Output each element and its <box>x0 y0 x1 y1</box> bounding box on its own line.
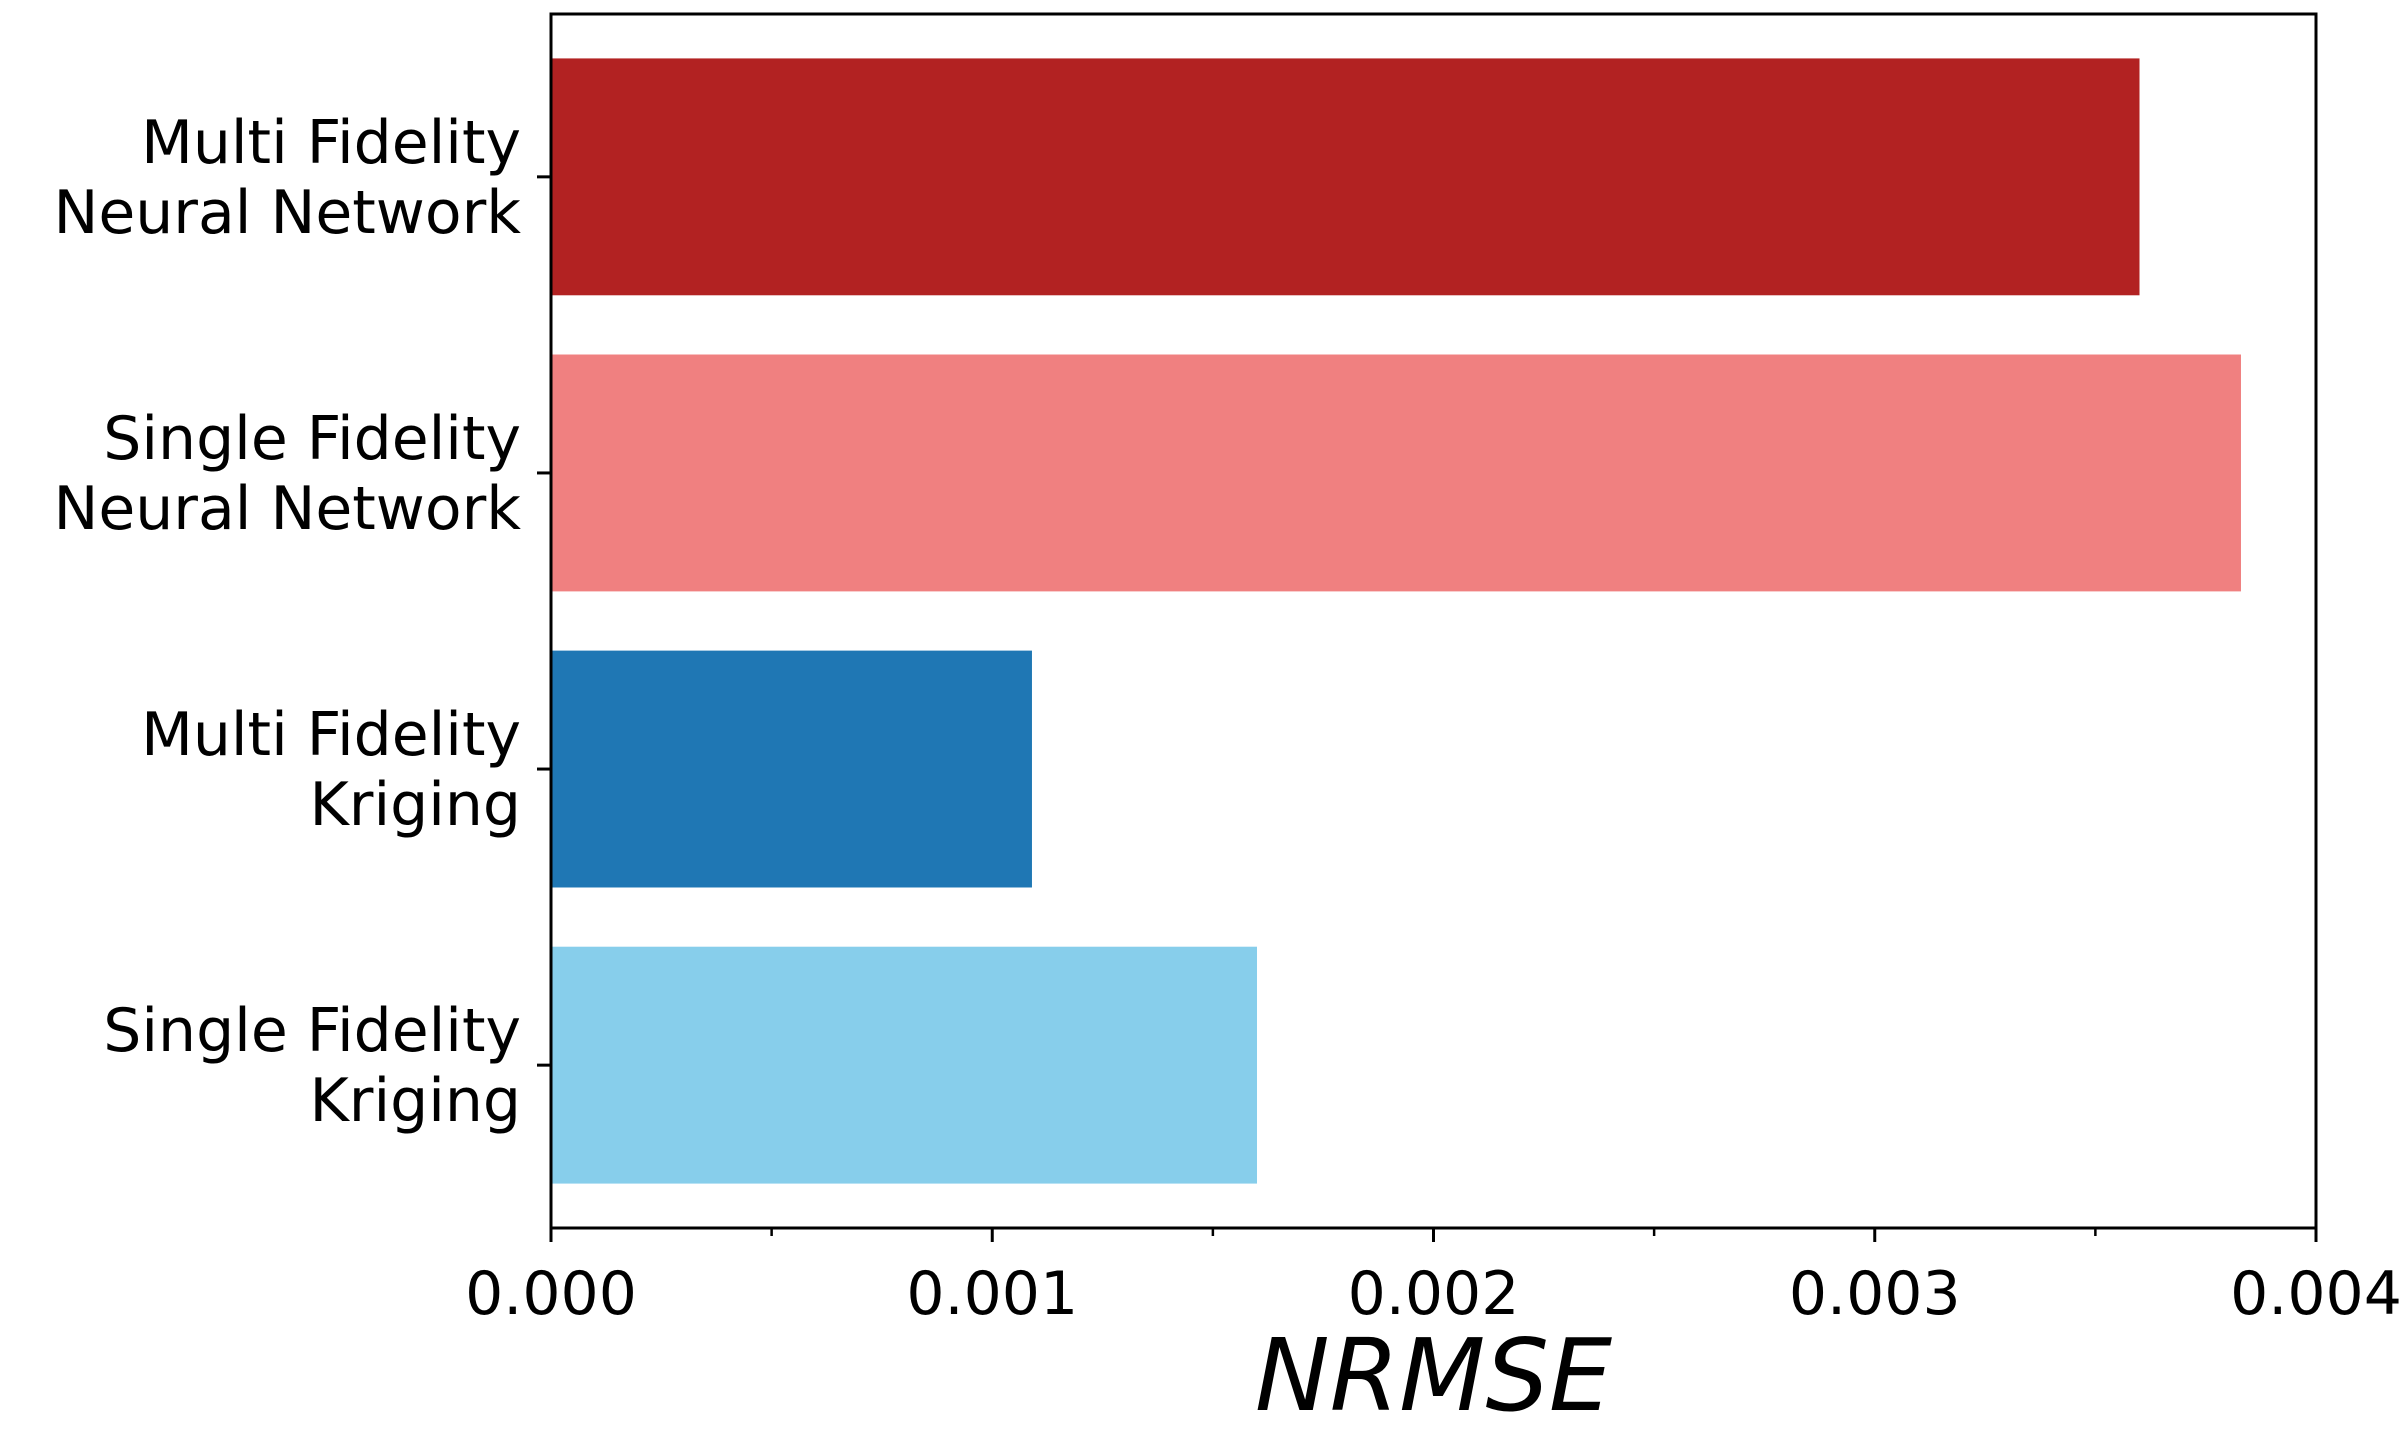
y-tick-label-line: Multi Fidelity <box>141 108 521 178</box>
y-tick-label-line: Kriging <box>309 770 521 840</box>
x-axis: 0.000 0.001 0.002 0.003 0.004 <box>465 1228 2400 1329</box>
bar-0 <box>551 58 2140 296</box>
bar-2 <box>551 650 1032 888</box>
x-tick-label-3: 0.003 <box>1789 1259 1961 1329</box>
y-tick-label-line: Neural Network <box>53 178 521 248</box>
bars <box>551 58 2241 1184</box>
bar-1 <box>551 354 2241 592</box>
y-tick-label-line: Kriging <box>309 1066 521 1136</box>
y-tick-label-line: Multi Fidelity <box>141 700 521 770</box>
y-tick-label-0: Multi Fidelity Neural Network <box>53 108 521 248</box>
x-tick-label-0: 0.000 <box>465 1259 637 1329</box>
x-axis-title: NRMSE <box>1255 1317 1612 1434</box>
y-tick-label-line: Neural Network <box>53 474 521 544</box>
y-tick-label-line: Single Fidelity <box>103 996 521 1066</box>
y-tick-label-2: Multi Fidelity Kriging <box>141 700 521 840</box>
bar-3 <box>551 946 1257 1184</box>
y-tick-label-1: Single Fidelity Neural Network <box>53 404 521 544</box>
plot-frame <box>549 12 2318 1230</box>
y-tick-label-3: Single Fidelity Kriging <box>103 996 521 1136</box>
x-tick-label-4: 0.004 <box>2230 1259 2400 1329</box>
x-tick-label-2: 0.002 <box>1348 1259 1520 1329</box>
y-tick-label-line: Single Fidelity <box>103 404 521 474</box>
x-tick-label-1: 0.001 <box>906 1259 1078 1329</box>
